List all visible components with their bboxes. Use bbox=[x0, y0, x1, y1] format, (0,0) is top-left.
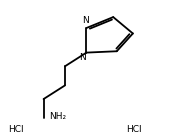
Text: N: N bbox=[82, 16, 89, 25]
Text: HCl: HCl bbox=[8, 125, 23, 134]
Text: HCl: HCl bbox=[126, 125, 141, 134]
Text: NH₂: NH₂ bbox=[49, 112, 66, 121]
Text: N: N bbox=[79, 53, 86, 62]
